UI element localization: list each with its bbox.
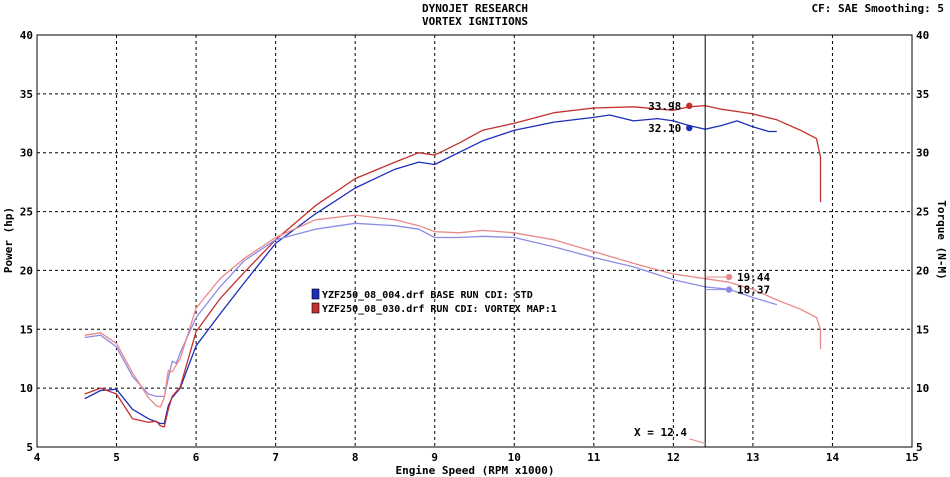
x-tick-label: 7 bbox=[272, 451, 279, 464]
x-tick-label: 9 bbox=[431, 451, 438, 464]
chart-title-line-2: VORTEX IGNITIONS bbox=[422, 15, 528, 28]
grid-lines bbox=[36, 34, 913, 448]
y-tick-label-left: 20 bbox=[20, 264, 33, 277]
y-tick-label-left: 10 bbox=[20, 382, 33, 395]
cursor-pointer-line bbox=[689, 438, 706, 444]
y-tick-label-right: 40 bbox=[916, 29, 929, 42]
x-tick-label: 13 bbox=[746, 451, 759, 464]
x-axis-label: Engine Speed (RPM x1000) bbox=[396, 464, 555, 477]
series-line-base-torque bbox=[84, 222, 777, 398]
x-tick-label: 5 bbox=[113, 451, 120, 464]
x-tick-label: 6 bbox=[193, 451, 200, 464]
legend: YZF250_08_004.drf BASE RUN CDI: STD YZF25… bbox=[311, 288, 557, 315]
legend-swatch bbox=[311, 302, 320, 314]
y-tick-label-left: 35 bbox=[20, 88, 33, 101]
plot-frame bbox=[36, 34, 913, 448]
cursor-readout: X = 12.4 bbox=[634, 426, 687, 439]
series-line-vortex-torque bbox=[84, 214, 822, 408]
legend-label: YZF250_08_030.drf RUN CDI: VORTEX MAP:1 bbox=[322, 304, 557, 315]
y-tick-label-right: 20 bbox=[916, 264, 929, 277]
x-tick-label: 8 bbox=[352, 451, 359, 464]
y-tick-label-right: 5 bbox=[916, 441, 923, 454]
series-line-base-power bbox=[84, 114, 777, 425]
value-label-vortex-power: 33.98 bbox=[648, 100, 681, 113]
value-marker-vortex-power bbox=[686, 102, 693, 110]
x-tick-label: 14 bbox=[826, 451, 840, 464]
series-layer bbox=[84, 35, 822, 447]
y-tick-label-left: 40 bbox=[20, 29, 33, 42]
series-line-vortex-power bbox=[84, 104, 822, 428]
y-tick-label-right: 25 bbox=[916, 206, 929, 219]
y-axis-label-right: Torque (N-M) bbox=[935, 200, 948, 279]
value-label-vortex-torque: 19.44 bbox=[737, 271, 770, 284]
legend-label: YZF250_08_004.drf BASE RUN CDI: STD bbox=[322, 290, 533, 301]
x-tick-label: 15 bbox=[905, 451, 918, 464]
x-tick-label: 11 bbox=[587, 451, 601, 464]
y-axis-label-left: Power (hp) bbox=[2, 207, 15, 273]
value-marker-base-power bbox=[686, 124, 693, 132]
y-tick-label-right: 30 bbox=[916, 147, 929, 160]
x-tick-label: 12 bbox=[667, 451, 680, 464]
x-tick-label: 10 bbox=[508, 451, 521, 464]
y-tick-label-left: 15 bbox=[20, 323, 33, 336]
y-tick-label-left: 25 bbox=[20, 206, 33, 219]
y-tick-label-right: 35 bbox=[916, 88, 929, 101]
value-label-base-torque: 18.37 bbox=[737, 284, 770, 297]
x-tick-label: 4 bbox=[34, 451, 41, 464]
chart-title-line-1: DYNOJET RESEARCH bbox=[422, 2, 528, 15]
y-tick-label-left: 5 bbox=[26, 441, 33, 454]
legend-swatch bbox=[311, 288, 320, 300]
y-tick-label-right: 10 bbox=[916, 382, 929, 395]
y-tick-label-right: 15 bbox=[916, 323, 929, 336]
y-tick-label-left: 30 bbox=[20, 147, 33, 160]
value-label-base-power: 32.10 bbox=[648, 122, 681, 135]
correction-factor-info: CF: SAE Smoothing: 5 bbox=[811, 2, 944, 15]
